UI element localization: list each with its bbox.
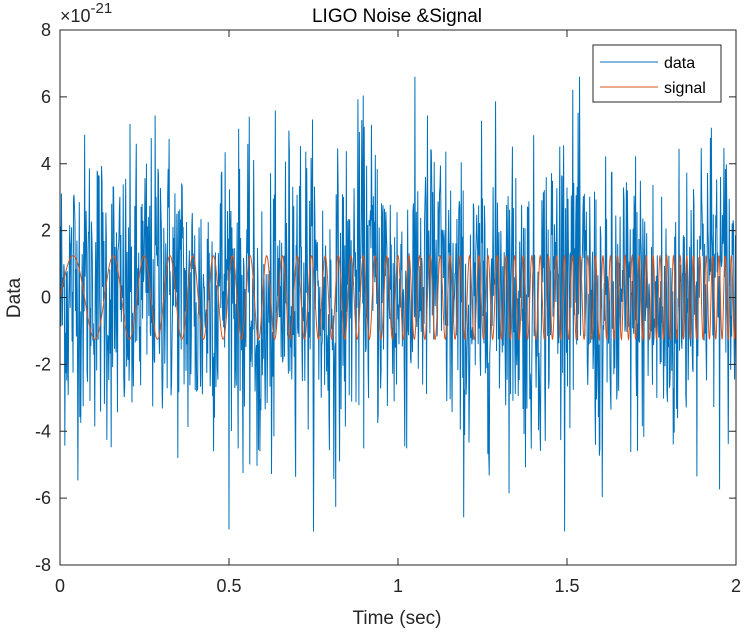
legend-box	[592, 44, 722, 103]
x-axis: 0 0.5 1 1.5 2	[55, 30, 741, 596]
y-tick-label: -2	[35, 354, 51, 374]
legend: data signal	[592, 44, 722, 103]
chart-title: LIGO Noise &Signal	[312, 6, 482, 27]
series-layer	[60, 76, 736, 532]
series-line-data	[60, 76, 736, 532]
y-exponent-power: -21	[91, 0, 113, 17]
legend-label-signal: signal	[664, 80, 706, 97]
y-exponent-label: ×10-21	[60, 0, 112, 26]
y-axis-label: Data	[4, 278, 25, 319]
y-axis: -8 -6 -4 -2 0 2 4 6 8	[35, 20, 736, 575]
x-axis-label: Time (sec)	[352, 608, 441, 629]
y-tick-label: 4	[41, 154, 51, 174]
y-tick-label: 6	[41, 87, 51, 107]
x-tick-label: 1.5	[554, 576, 579, 596]
y-tick-label: -8	[35, 555, 51, 575]
series-line-signal	[60, 253, 736, 342]
y-tick-label: 2	[41, 221, 51, 241]
y-tick-label: -6	[35, 488, 51, 508]
legend-label-data: data	[664, 55, 695, 72]
x-tick-label: 0	[55, 576, 65, 596]
y-tick-label: 8	[41, 20, 51, 40]
x-tick-label: 2	[731, 576, 741, 596]
y-tick-label: 0	[41, 288, 51, 308]
y-tick-label: -4	[35, 421, 51, 441]
x-tick-label: 0.5	[216, 576, 241, 596]
x-tick-label: 1	[393, 576, 403, 596]
y-exponent-base: ×10	[60, 6, 91, 26]
